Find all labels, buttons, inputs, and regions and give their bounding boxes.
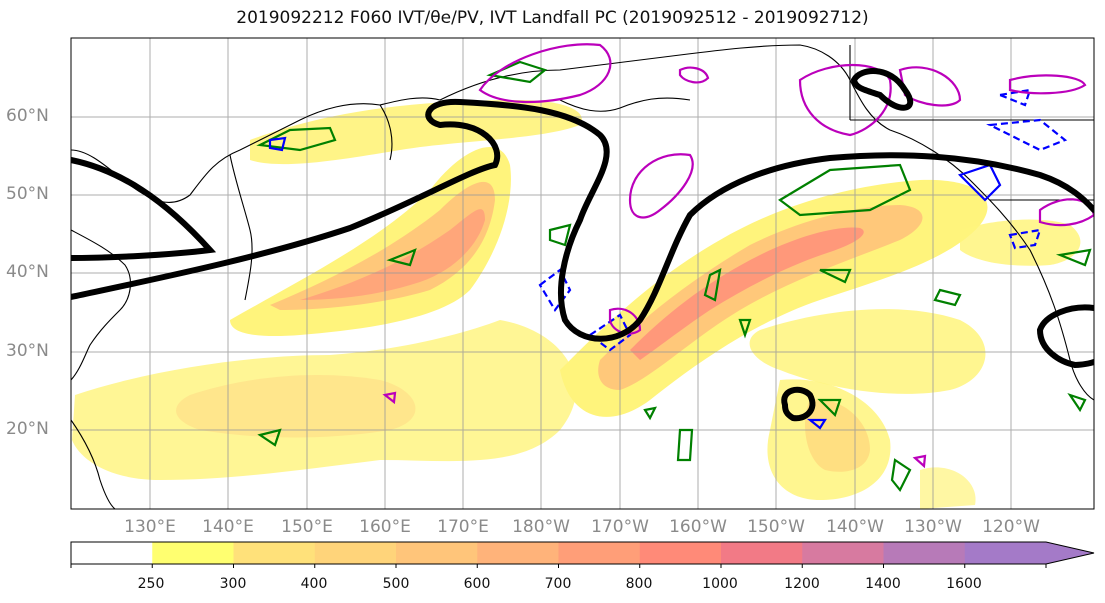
lat-label: 30°N [6, 341, 49, 361]
colorbar-tick-label: 1200 [784, 576, 820, 592]
colorbar-swatch [883, 542, 966, 564]
lon-label: 120°W [982, 517, 1040, 537]
colorbar-swatch [396, 542, 478, 564]
colorbar-tick-label: 300 [219, 576, 247, 592]
lat-label: 50°N [6, 184, 49, 204]
colorbar-extend-arrow [1046, 542, 1094, 564]
colorbar-outline [70, 541, 1095, 565]
lon-label: 160°E [359, 517, 411, 537]
lon-label: 170°W [591, 517, 649, 537]
lon-label: 150°E [281, 517, 333, 537]
lon-label: 140°W [826, 517, 884, 537]
colorbar-swatch [71, 542, 153, 564]
theta-e-contours [268, 88, 1068, 430]
colorbar-tick-label: 1600 [946, 576, 982, 592]
gridlines [71, 38, 1094, 509]
lat-label: 60°N [6, 106, 49, 126]
lon-label: 160°W [669, 517, 727, 537]
lon-label: 140°E [202, 517, 254, 537]
colorbar-swatch [802, 542, 884, 564]
colorbar [70, 541, 1095, 568]
lon-label: 130°W [904, 517, 962, 537]
colorbar-tick-label: 600 [463, 576, 491, 592]
colorbar-tick-label: 1000 [702, 576, 738, 592]
page-title: 2019092212 F060 IVT/θe/PV, IVT Landfall … [236, 8, 869, 28]
colorbar-tick-label: 250 [137, 576, 165, 592]
colorbar-tick-label: 400 [300, 576, 328, 592]
lon-label: 130°E [124, 517, 176, 537]
landfall-pc-contours [71, 68, 1094, 422]
colorbar-swatch [721, 542, 803, 564]
colorbar-swatch [964, 542, 1047, 564]
lon-label: 180°W [512, 517, 570, 537]
lat-label: 40°N [6, 262, 49, 282]
magenta-contours [382, 43, 1094, 469]
colorbar-tick-label: 800 [625, 576, 653, 592]
lon-label: 150°W [747, 517, 805, 537]
pv-contours [256, 60, 1092, 493]
colorbar-swatch [314, 542, 397, 564]
colorbar-swatch [233, 542, 316, 564]
map-frame [70, 37, 1095, 510]
colorbar-tick-label: 1400 [865, 576, 901, 592]
colorbar-tick-label: 700 [544, 576, 572, 592]
lat-label: 20°N [6, 419, 49, 439]
colorbar-swatch [639, 542, 722, 564]
colorbar-tick-label: 500 [382, 576, 410, 592]
colorbar-swatch [558, 542, 641, 564]
lon-label: 170°E [437, 517, 489, 537]
colorbar-swatch [152, 542, 234, 564]
ivt-fill [72, 100, 1081, 509]
colorbar-swatch [477, 542, 559, 564]
